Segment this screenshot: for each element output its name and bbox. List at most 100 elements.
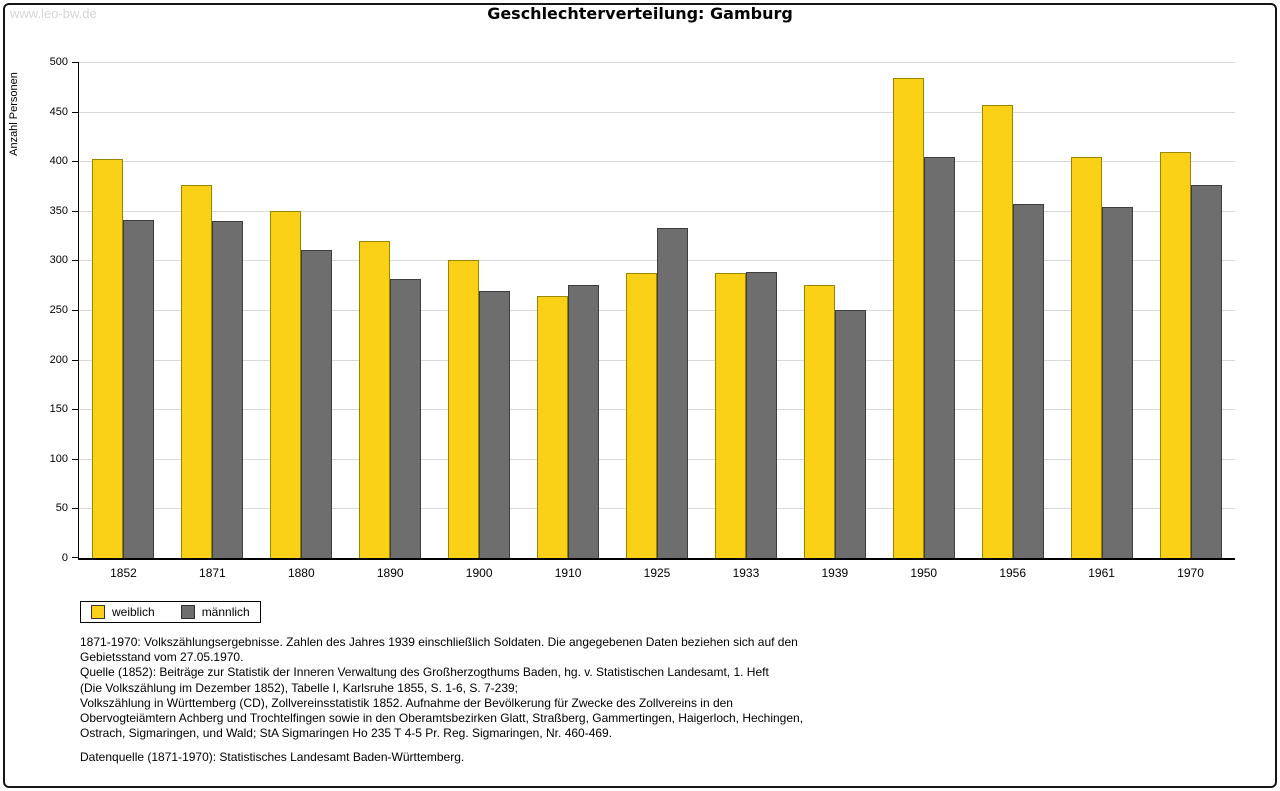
bar-group: 1925 — [613, 62, 702, 580]
bar-group: 1933 — [701, 62, 790, 580]
bar-group: 1950 — [879, 62, 968, 580]
y-tick-mark — [72, 409, 78, 411]
y-tick-label: 450 — [49, 105, 68, 118]
bar-weiblich — [714, 273, 746, 558]
y-tick-label: 500 — [49, 56, 68, 68]
y-tick-mark — [72, 458, 78, 460]
legend-swatch — [91, 605, 105, 619]
bar-weiblich — [981, 104, 1013, 558]
bar-group: 1910 — [524, 62, 613, 580]
bar-pair — [537, 285, 600, 558]
bar-pair — [359, 240, 422, 558]
y-tick-mark — [72, 210, 78, 212]
y-tick-label: 400 — [49, 155, 68, 168]
bar-pair — [625, 227, 688, 558]
legend-label: weiblich — [112, 605, 155, 619]
x-tick-label: 1852 — [110, 566, 137, 580]
bar-männlich — [745, 272, 777, 558]
x-tick-label: 1925 — [643, 566, 671, 580]
bar-group: 1852 — [79, 62, 168, 580]
bar-männlich — [1012, 203, 1044, 558]
y-tick-label: 50 — [55, 502, 68, 515]
footnote-data-source: Datenquelle (1871-1970): Statistisches L… — [80, 750, 465, 765]
bar-männlich — [1190, 185, 1222, 558]
bar-group: 1970 — [1146, 62, 1235, 580]
y-tick-mark — [72, 260, 78, 262]
y-tick-mark — [72, 161, 78, 163]
y-tick-label: 300 — [49, 254, 68, 267]
gridline — [79, 111, 1235, 113]
x-tick-label: 1933 — [732, 566, 760, 580]
x-tick-label: 1890 — [376, 566, 404, 580]
bar-weiblich — [359, 240, 391, 558]
bar-weiblich — [92, 159, 124, 558]
legend-label: männlich — [201, 605, 250, 619]
bar-weiblich — [892, 77, 924, 558]
y-tick-label: 350 — [49, 204, 68, 217]
bar-weiblich — [537, 296, 569, 558]
bar-pair — [803, 285, 866, 558]
bar-männlich — [301, 250, 333, 558]
legend-item-männlich: männlich — [180, 605, 250, 619]
y-tick-mark — [72, 557, 78, 558]
x-tick-label: 1970 — [1177, 566, 1204, 580]
footnotes: 1871-1970: Volkszählungsergebnisse. Zahl… — [80, 635, 980, 775]
bar-männlich — [923, 157, 955, 558]
gridline — [79, 161, 1235, 163]
x-tick-label: 1910 — [554, 566, 582, 580]
bar-weiblich — [625, 273, 657, 558]
x-tick-label: 1871 — [199, 566, 226, 580]
y-tick-label: 250 — [49, 304, 68, 316]
bar-pair — [981, 104, 1044, 558]
y-tick-mark — [72, 508, 78, 510]
y-tick-label: 150 — [49, 403, 68, 416]
x-tick-label: 1939 — [821, 566, 849, 580]
y-tick-mark — [72, 111, 78, 113]
bar-pair — [892, 77, 955, 558]
legend-item-weiblich: weiblich — [91, 605, 155, 619]
bar-group: 1880 — [257, 62, 346, 580]
y-tick-mark — [72, 310, 78, 311]
y-tick-mark — [72, 359, 78, 361]
bar-männlich — [1101, 206, 1133, 558]
y-axis: 0 50 100 150 200 250 300 350 400 450 500 — [0, 56, 68, 564]
footnote-sources: 1871-1970: Volkszählungsergebnisse. Zahl… — [80, 635, 804, 741]
x-tick-label: 1956 — [999, 566, 1027, 580]
bar-pair — [270, 210, 333, 558]
bar-weiblich — [270, 210, 302, 558]
bar-pair — [448, 260, 511, 558]
gridline — [79, 210, 1235, 212]
bar-männlich — [656, 227, 688, 558]
watermark: www.leo-bw.de — [10, 6, 97, 21]
y-tick-mark — [72, 62, 78, 63]
plot-groups: 1852 1871 1880 1890 1900 1910 1925 1933 1939 1950… — [79, 62, 1235, 580]
bar-group: 1956 — [968, 62, 1057, 580]
bar-weiblich — [1159, 152, 1191, 558]
bar-weiblich — [803, 285, 835, 558]
bar-weiblich — [448, 260, 480, 558]
bar-pair — [714, 272, 777, 558]
x-tick-label: 1880 — [287, 566, 315, 580]
bar-weiblich — [181, 185, 213, 558]
x-tick-label: 1950 — [910, 566, 938, 580]
bar-männlich — [123, 219, 155, 558]
bar-pair — [1070, 157, 1133, 558]
bar-group: 1871 — [168, 62, 257, 580]
bar-group: 1961 — [1057, 62, 1146, 580]
bar-pair — [1159, 152, 1222, 558]
plot-area: 1852 1871 1880 1890 1900 1910 1925 1933 1939 1950… — [72, 62, 1235, 580]
bar-männlich — [568, 285, 600, 558]
bar-pair — [181, 185, 244, 558]
y-tick-label: 100 — [49, 452, 68, 465]
bar-group: 1890 — [346, 62, 435, 580]
bar-männlich — [834, 310, 866, 558]
bar-group: 1939 — [790, 62, 879, 580]
bar-group: 1900 — [435, 62, 524, 580]
x-tick-label: 1961 — [1088, 566, 1115, 580]
legend: weiblich männlich — [80, 601, 261, 623]
bar-pair — [92, 159, 155, 558]
bar-weiblich — [1070, 157, 1102, 558]
bar-männlich — [212, 220, 244, 558]
gridline — [79, 62, 1235, 63]
bar-männlich — [390, 279, 422, 558]
